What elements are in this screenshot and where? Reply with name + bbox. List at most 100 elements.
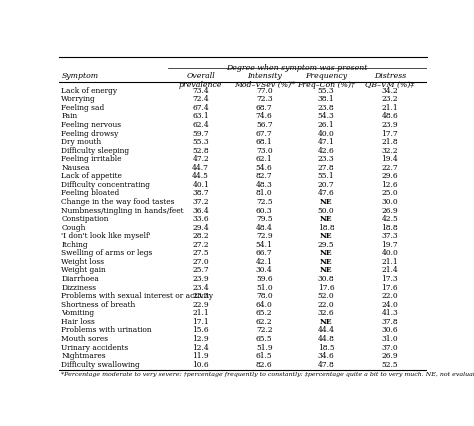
Text: Pain: Pain — [62, 112, 78, 120]
Text: 25.7: 25.7 — [192, 266, 209, 274]
Text: 62.2: 62.2 — [256, 317, 273, 325]
Text: 28.2: 28.2 — [192, 232, 209, 240]
Text: Lack of appetite: Lack of appetite — [62, 172, 122, 180]
Text: 23.8: 23.8 — [318, 104, 334, 112]
Text: 22.0: 22.0 — [382, 291, 398, 299]
Text: 37.2: 37.2 — [192, 198, 209, 205]
Text: 29.4: 29.4 — [192, 223, 209, 231]
Text: 30.8: 30.8 — [318, 274, 334, 282]
Text: 56.7: 56.7 — [256, 121, 273, 129]
Text: 29.6: 29.6 — [382, 172, 398, 180]
Text: *Percentage moderate to very severe; †percentage frequently to constantly; ‡perc: *Percentage moderate to very severe; †pe… — [61, 371, 474, 376]
Text: Weight gain: Weight gain — [62, 266, 106, 274]
Text: 68.7: 68.7 — [256, 104, 273, 112]
Text: Vomiting: Vomiting — [62, 308, 95, 317]
Text: Overall
prevalence: Overall prevalence — [179, 72, 222, 89]
Text: 42.6: 42.6 — [318, 146, 334, 154]
Text: 63.1: 63.1 — [192, 112, 209, 120]
Text: 34.6: 34.6 — [318, 351, 334, 359]
Text: 10.6: 10.6 — [192, 360, 209, 368]
Text: 27.8: 27.8 — [318, 164, 334, 171]
Text: Shortness of breath: Shortness of breath — [62, 300, 136, 308]
Text: 19.7: 19.7 — [382, 240, 398, 248]
Text: 30.6: 30.6 — [382, 325, 398, 334]
Text: 51.0: 51.0 — [256, 283, 273, 291]
Text: 72.4: 72.4 — [192, 95, 209, 103]
Text: 37.0: 37.0 — [382, 343, 398, 351]
Text: 72.5: 72.5 — [256, 198, 273, 205]
Text: Feeling drowsy: Feeling drowsy — [62, 129, 119, 137]
Text: 67.7: 67.7 — [256, 129, 273, 137]
Text: 54.1: 54.1 — [256, 240, 273, 248]
Text: Nausea: Nausea — [62, 164, 90, 171]
Text: 73.4: 73.4 — [192, 86, 209, 95]
Text: 51.9: 51.9 — [256, 343, 273, 351]
Text: 38.1: 38.1 — [318, 95, 334, 103]
Text: 72.9: 72.9 — [256, 232, 273, 240]
Text: 30.0: 30.0 — [382, 198, 398, 205]
Text: 65.5: 65.5 — [256, 334, 273, 342]
Text: 31.0: 31.0 — [382, 334, 398, 342]
Text: 62.4: 62.4 — [192, 121, 209, 129]
Text: 77.0: 77.0 — [256, 86, 273, 95]
Text: Problems with urination: Problems with urination — [62, 325, 152, 334]
Text: 44.7: 44.7 — [192, 164, 209, 171]
Text: 48.6: 48.6 — [382, 112, 398, 120]
Text: 23.3: 23.3 — [318, 155, 334, 163]
Text: 26.9: 26.9 — [382, 206, 398, 214]
Text: 48.4: 48.4 — [256, 223, 273, 231]
Text: 41.3: 41.3 — [382, 308, 398, 317]
Text: 23.9: 23.9 — [192, 274, 209, 282]
Text: 44.4: 44.4 — [318, 325, 335, 334]
Text: 59.6: 59.6 — [256, 274, 273, 282]
Text: 66.7: 66.7 — [256, 249, 273, 257]
Text: 50.0: 50.0 — [318, 206, 334, 214]
Text: Diarrhoea: Diarrhoea — [62, 274, 100, 282]
Text: 64.0: 64.0 — [256, 300, 273, 308]
Text: Intensity
Mod–VSev (%)*: Intensity Mod–VSev (%)* — [234, 72, 295, 89]
Text: 44.5: 44.5 — [192, 172, 209, 180]
Text: 27.0: 27.0 — [192, 257, 209, 265]
Text: 29.5: 29.5 — [318, 240, 334, 248]
Text: 25.0: 25.0 — [382, 189, 398, 197]
Text: Change in the way food tastes: Change in the way food tastes — [62, 198, 175, 205]
Text: 47.2: 47.2 — [192, 155, 209, 163]
Text: 81.0: 81.0 — [256, 189, 273, 197]
Text: 18.8: 18.8 — [318, 223, 334, 231]
Text: 17.3: 17.3 — [382, 274, 398, 282]
Text: 'I don't look like myself': 'I don't look like myself' — [62, 232, 151, 240]
Text: 23.4: 23.4 — [192, 283, 209, 291]
Text: 61.5: 61.5 — [256, 351, 273, 359]
Text: Weight loss: Weight loss — [62, 257, 105, 265]
Text: Feeling nervous: Feeling nervous — [62, 121, 121, 129]
Text: 26.9: 26.9 — [382, 351, 398, 359]
Text: 54.3: 54.3 — [318, 112, 334, 120]
Text: 82.7: 82.7 — [256, 172, 273, 180]
Text: Dry mouth: Dry mouth — [62, 138, 101, 146]
Text: 11.9: 11.9 — [192, 351, 209, 359]
Text: 12.6: 12.6 — [382, 181, 398, 188]
Text: 65.2: 65.2 — [256, 308, 273, 317]
Text: 21.8: 21.8 — [382, 138, 398, 146]
Text: 44.8: 44.8 — [318, 334, 334, 342]
Text: 55.3: 55.3 — [192, 138, 209, 146]
Text: Difficulty sleeping: Difficulty sleeping — [62, 146, 129, 154]
Text: Worrying: Worrying — [62, 95, 96, 103]
Text: 27.2: 27.2 — [192, 240, 209, 248]
Text: 17.7: 17.7 — [382, 129, 398, 137]
Text: Numbness/tingling in hands/feet: Numbness/tingling in hands/feet — [62, 206, 184, 214]
Text: Lack of energy: Lack of energy — [62, 86, 118, 95]
Text: Symptom: Symptom — [62, 72, 99, 79]
Text: 59.7: 59.7 — [192, 129, 209, 137]
Text: Distress
QB–VM (%)‡: Distress QB–VM (%)‡ — [365, 72, 414, 89]
Text: 78.0: 78.0 — [256, 291, 273, 299]
Text: 74.6: 74.6 — [256, 112, 273, 120]
Text: 21.4: 21.4 — [382, 266, 398, 274]
Text: 36.4: 36.4 — [192, 206, 209, 214]
Text: 68.1: 68.1 — [256, 138, 273, 146]
Text: 40.0: 40.0 — [318, 129, 334, 137]
Text: Mouth sores: Mouth sores — [62, 334, 109, 342]
Text: 32.6: 32.6 — [318, 308, 334, 317]
Text: 37.3: 37.3 — [382, 232, 398, 240]
Text: 62.1: 62.1 — [256, 155, 273, 163]
